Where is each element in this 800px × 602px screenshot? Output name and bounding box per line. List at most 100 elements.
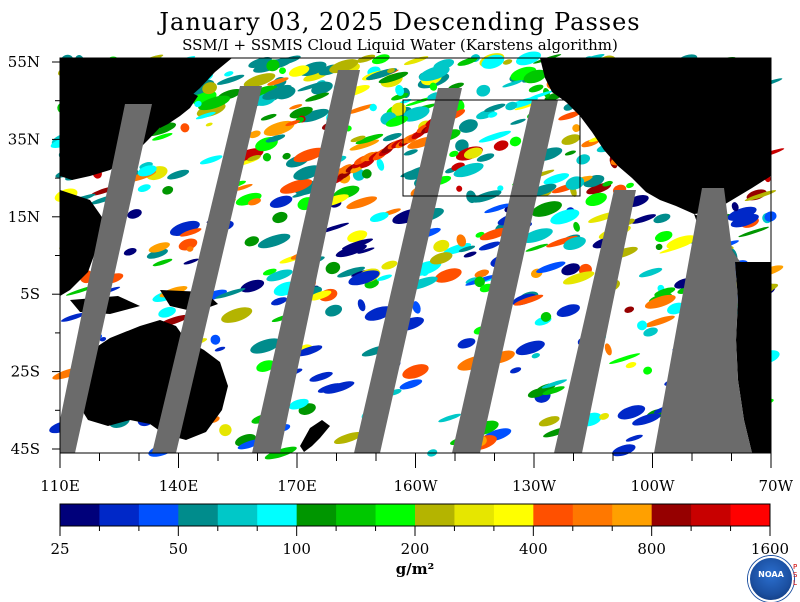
map-subtitle: SSM/I + SSMIS Cloud Liquid Water (Karste… (182, 36, 618, 54)
cloud-cell (285, 120, 301, 127)
no-data-swath-gaps (60, 70, 752, 453)
cloud-cell (402, 364, 429, 379)
cloud-cell (221, 307, 253, 323)
cloud-cell (562, 271, 595, 285)
cloud-cell (235, 192, 262, 206)
noaa-logo-text: NOAA (758, 570, 784, 579)
cloud-cell (137, 184, 151, 192)
latitude-label: 55N (8, 53, 40, 71)
colorbar-label: 25 (50, 540, 70, 558)
cloud-cell (456, 234, 467, 247)
colorbar-swatch (651, 504, 692, 526)
cloud-cell (476, 153, 495, 162)
cloud-cell (369, 103, 377, 112)
cloud-cell (509, 136, 522, 147)
cloud-cell (248, 198, 261, 206)
colorbar (59, 503, 771, 536)
cloud-cell (655, 243, 663, 251)
cloud-cell (402, 106, 430, 122)
cloud-cell (502, 59, 513, 65)
cloud-cell (478, 130, 511, 143)
colorbar-label: 100 (282, 540, 311, 558)
cloud-cell (510, 367, 522, 374)
cloud-cell (433, 59, 455, 71)
cloud-cell (434, 268, 462, 283)
cloud-cell (356, 54, 376, 63)
cloud-cell (233, 183, 253, 192)
cloud-cell (335, 244, 367, 258)
cloud-cell (655, 230, 673, 243)
cloud-cell (731, 202, 739, 212)
cloud-cell (429, 82, 438, 91)
cloud-cell (262, 268, 277, 276)
cloud-cell (243, 73, 276, 88)
north-america-landmass (540, 58, 771, 214)
cloud-cell (333, 431, 363, 445)
cloud-cell (395, 84, 405, 96)
colorbar-swatch (493, 504, 534, 526)
cloud-cell (632, 413, 661, 426)
cloud-cell (637, 320, 648, 331)
cloud-cell (215, 288, 246, 299)
longitude-label: 130W (512, 477, 557, 495)
cloud-cell (528, 84, 544, 93)
cloud-cell (625, 362, 637, 369)
longitude-label: 70W (758, 477, 793, 495)
cloud-cell (387, 68, 395, 74)
cloud-cell (257, 233, 291, 249)
cloud-cell (476, 109, 495, 120)
latitude-axis: 55N 35N 15N 5S 25S 45S (8, 53, 60, 458)
cloud-cell (247, 154, 261, 162)
cloud-cell (240, 279, 265, 293)
cloud-cell (644, 315, 675, 328)
cloud-cell (279, 179, 313, 194)
colorbar-swatch (691, 504, 732, 526)
cloud-cell (391, 102, 407, 116)
cloud-cell (654, 287, 676, 297)
cloud-cell (505, 101, 518, 111)
cloud-cell (558, 111, 582, 121)
cloud-cell (357, 247, 375, 254)
cloud-cell (288, 65, 310, 77)
cloud-cell (429, 252, 453, 265)
colorbar-swatch (257, 504, 298, 526)
cloud-cell (158, 306, 176, 318)
cloud-cell (412, 301, 421, 314)
colorbar-label: 200 (400, 540, 430, 558)
cloud-cell (453, 162, 484, 178)
cloud-cell (497, 185, 504, 192)
latitude-label: 35N (8, 130, 40, 148)
cloud-cell (521, 228, 553, 243)
longitude-label: 100W (630, 477, 675, 495)
cloud-cell (123, 248, 137, 256)
cloud-cell (355, 133, 384, 145)
cloud-cell (347, 230, 368, 243)
cloud-cell (457, 57, 478, 66)
longitude-axis: 110E 140E 170E 160W 130W 100W 70W (40, 453, 794, 495)
colorbar-label: 800 (637, 540, 666, 558)
cloud-cell (265, 134, 286, 143)
cloud-cell (478, 241, 501, 251)
cloud-cell (250, 338, 281, 354)
cloud-cell (631, 214, 656, 224)
japan-landmass (158, 92, 198, 128)
cloud-cell (360, 158, 375, 168)
cloud-cell (266, 269, 293, 282)
cloud-cell (219, 424, 232, 437)
cloud-cell (186, 246, 194, 252)
cloud-cell (487, 111, 498, 118)
cloud-cell (455, 139, 469, 152)
cloud-cell (476, 84, 491, 97)
cloud-cell (463, 251, 477, 258)
cloud-cell (585, 192, 607, 207)
colorbar-swatch (178, 504, 219, 526)
cloud-cell (369, 212, 389, 223)
cloud-cell (269, 84, 292, 95)
cloud-cell (325, 304, 343, 317)
cloud-cell (727, 206, 757, 221)
south-america-landmass (735, 262, 771, 453)
colorbar-units: g/m² (395, 560, 435, 578)
cloud-cell (194, 100, 202, 108)
cloud-cell (299, 108, 330, 123)
cloud-cell (381, 260, 398, 270)
